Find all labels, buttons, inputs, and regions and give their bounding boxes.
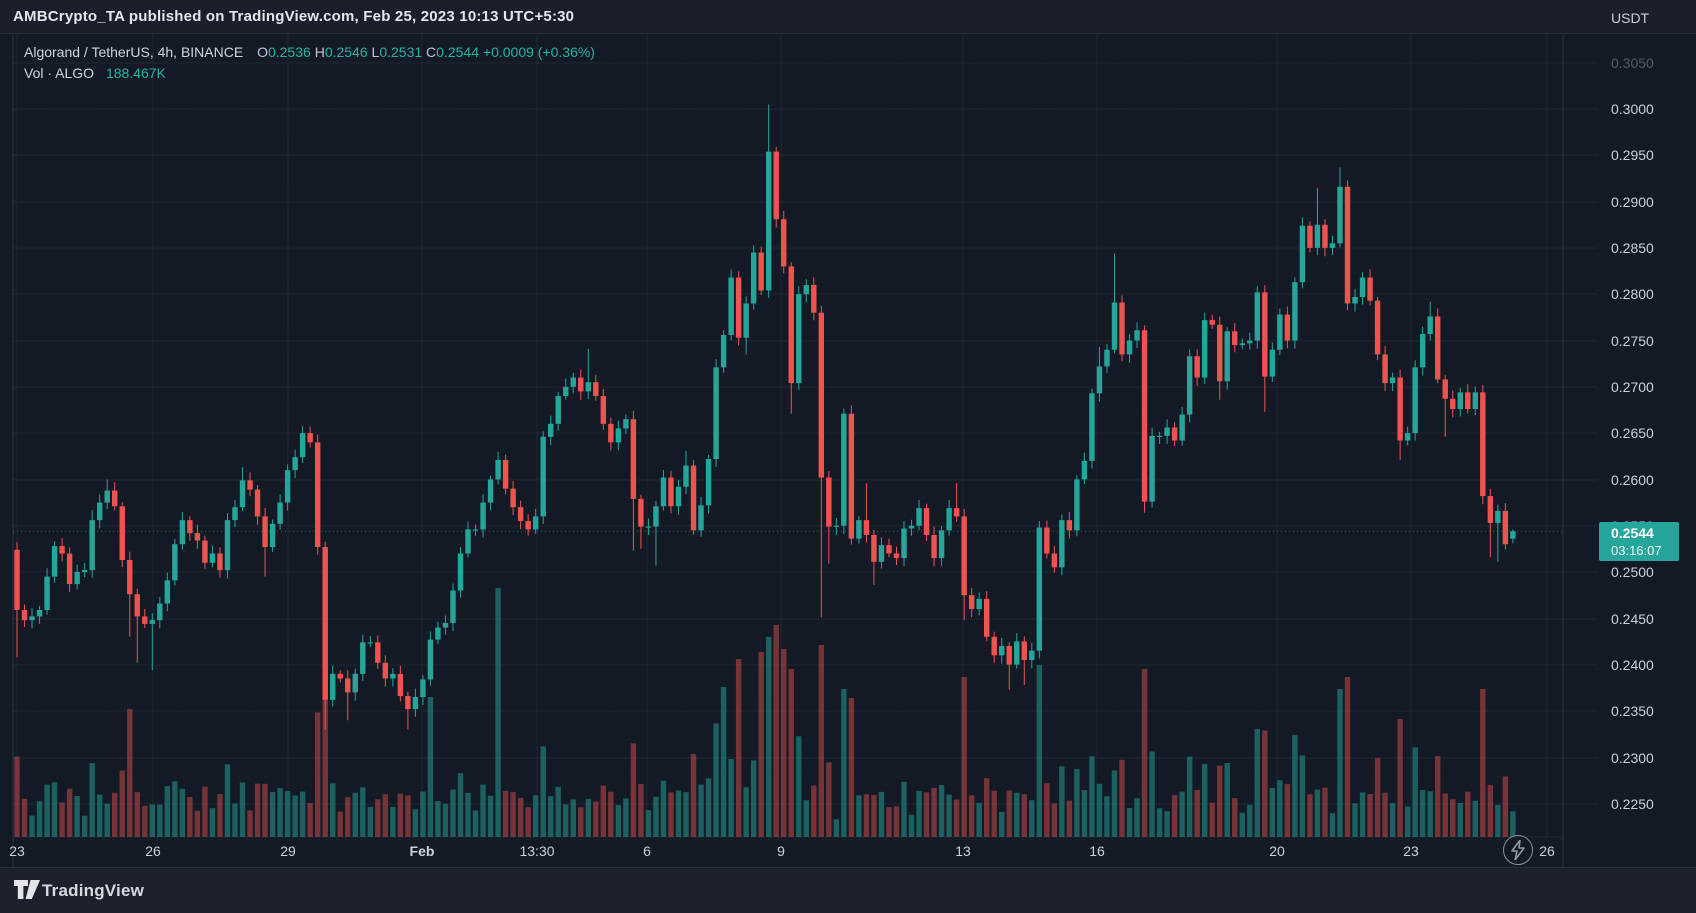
- price-tick: 0.2850: [1611, 240, 1654, 256]
- symbol-title[interactable]: Algorand / TetherUS, 4h, BINANCE: [24, 44, 244, 60]
- time-tick: 16: [1089, 843, 1105, 859]
- time-tick: 20: [1269, 843, 1285, 859]
- price-tick: 0.2650: [1611, 425, 1654, 441]
- price-tick: 0.2350: [1611, 703, 1654, 719]
- current-price-value: 0.2544: [1611, 525, 1654, 541]
- time-tick: Feb: [409, 843, 435, 859]
- time-tick: 29: [280, 843, 296, 859]
- volume-label[interactable]: Vol · ALGO: [24, 65, 95, 81]
- chart-legend: Algorand / TetherUS, 4h, BINANCE O0.2536…: [24, 42, 595, 83]
- ohlc-values: O0.2536 H0.2546 L0.2531 C0.2544: [257, 44, 483, 60]
- price-tick: 0.2400: [1611, 657, 1654, 673]
- price-tick: 0.2950: [1611, 147, 1654, 163]
- time-tick: 9: [777, 843, 785, 859]
- time-tick: 26: [145, 843, 161, 859]
- ohlc-key: C: [426, 44, 437, 60]
- time-tick: 26: [1539, 843, 1555, 859]
- time-tick: 13: [955, 843, 971, 859]
- change-value: +0.0009 (+0.36%): [482, 44, 595, 60]
- time-tick: 13:30: [519, 843, 555, 859]
- price-tick: 0.2900: [1611, 194, 1654, 210]
- price-tick: 0.2450: [1611, 611, 1654, 627]
- price-tick: 0.2600: [1611, 472, 1654, 488]
- lightning-bolt-icon: [1511, 840, 1525, 860]
- bar-countdown: 03:16:07: [1611, 543, 1662, 558]
- price-tick: 0.2250: [1611, 796, 1654, 812]
- flash-button[interactable]: [1503, 835, 1533, 865]
- price-tick: 0.3000: [1611, 101, 1654, 117]
- ohlc-value: 0.2531: [379, 44, 427, 60]
- price-tick: 0.2750: [1611, 333, 1654, 349]
- ohlc-key: L: [371, 44, 380, 60]
- publication-text[interactable]: AMBCrypto_TA published on TradingView.co…: [13, 8, 575, 25]
- price-tick: 0.2300: [1611, 750, 1654, 766]
- ohlc-key: O: [257, 44, 268, 60]
- tradingview-logo-icon[interactable]: [13, 879, 41, 901]
- footer-bar: TradingView: [0, 867, 1696, 913]
- ohlc-value: 0.2546: [324, 44, 372, 60]
- time-tick: 23: [1403, 843, 1419, 859]
- price-tick: 0.2500: [1611, 564, 1654, 580]
- price-tick: 0.3050: [1611, 55, 1654, 71]
- price-tick: 0.2700: [1611, 379, 1654, 395]
- price-tick: 0.2800: [1611, 286, 1654, 302]
- publication-bar: AMBCrypto_TA published on TradingView.co…: [0, 0, 1696, 34]
- ohlc-key: H: [314, 44, 325, 60]
- ohlc-value: 0.2536: [267, 44, 315, 60]
- time-tick: 23: [9, 843, 25, 859]
- price-axis-currency: USDT: [1611, 10, 1650, 26]
- current-price-label: 0.2544 03:16:07: [1599, 522, 1679, 561]
- volume-value: 188.467K: [105, 65, 166, 81]
- tradingview-brand[interactable]: TradingView: [42, 880, 145, 900]
- candlestick-chart[interactable]: [0, 34, 1696, 867]
- ohlc-value: 0.2544: [436, 44, 483, 60]
- chart-pane[interactable]: Algorand / TetherUS, 4h, BINANCE O0.2536…: [0, 34, 1696, 867]
- time-tick: 6: [643, 843, 651, 859]
